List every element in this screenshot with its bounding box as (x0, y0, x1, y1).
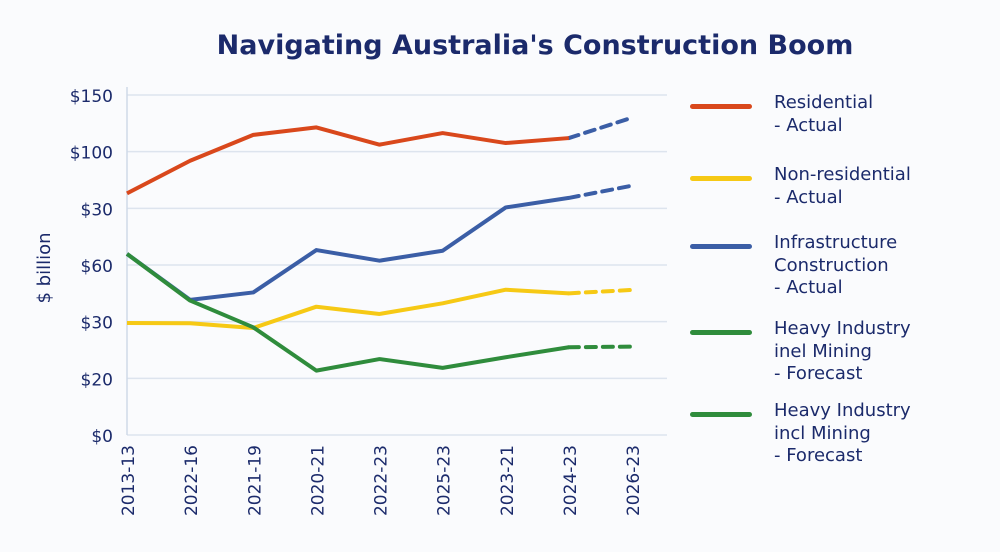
legend-item: Non-residential - Actual (690, 164, 911, 209)
x-tick-label: 2024-23 (561, 445, 581, 516)
y-axis-label: $ billion (34, 232, 55, 303)
legend-item: Residential - Actual (690, 92, 873, 137)
legend-label: Heavy Industry incl Mining - Forecast (774, 400, 911, 466)
series-actual-line (126, 287, 569, 331)
y-tick-label: $100 (70, 144, 113, 164)
x-tick-label: 2022-16 (182, 445, 202, 516)
y-tick-label: $20 (81, 370, 113, 390)
legend-swatch (690, 330, 752, 335)
legend-label: Residential - Actual (774, 92, 874, 136)
legend-swatch (690, 244, 752, 249)
legend-item: Infrastructure Construction - Actual (690, 232, 897, 300)
x-tick-label: 2023-21 (498, 445, 518, 516)
series-actual-line (125, 195, 570, 302)
series-actual-line (126, 125, 570, 196)
y-tick-label: $30 (81, 314, 113, 334)
x-tick-label: 2026-23 (624, 445, 644, 516)
y-tick-label: $150 (70, 87, 113, 107)
y-tick-label: $0 (91, 427, 113, 447)
legend-swatch (690, 412, 752, 417)
series-forecast-line (566, 287, 634, 296)
legend-label: Non-residential - Actual (774, 164, 911, 208)
x-tick-label: 2022-23 (372, 445, 392, 516)
legend-label: Infrastructure Construction - Actual (774, 232, 898, 298)
x-tick-label: 2025-23 (435, 445, 455, 516)
legend-swatch (690, 104, 752, 109)
series-actual-line (125, 252, 570, 373)
x-tick-label: 2020-21 (308, 445, 328, 516)
series-forecast-line (566, 115, 634, 141)
y-tick-label: $60 (81, 257, 113, 277)
series-forecast-line (566, 344, 634, 350)
x-tick-label: 2021-19 (245, 445, 265, 516)
x-tick-label: 2013-13 (119, 445, 139, 516)
y-tick-label: $30 (81, 200, 113, 220)
series-forecast-line (566, 183, 634, 200)
legend-label: Heavy Industry inel Mining - Forecast (774, 318, 911, 384)
chart-title: Navigating Australia's Construction Boom (217, 30, 854, 61)
legend-item: Heavy Industry inel Mining - Forecast (690, 318, 911, 386)
legend-swatch (690, 176, 752, 181)
legend-item: Heavy Industry incl Mining - Forecast (690, 400, 911, 468)
